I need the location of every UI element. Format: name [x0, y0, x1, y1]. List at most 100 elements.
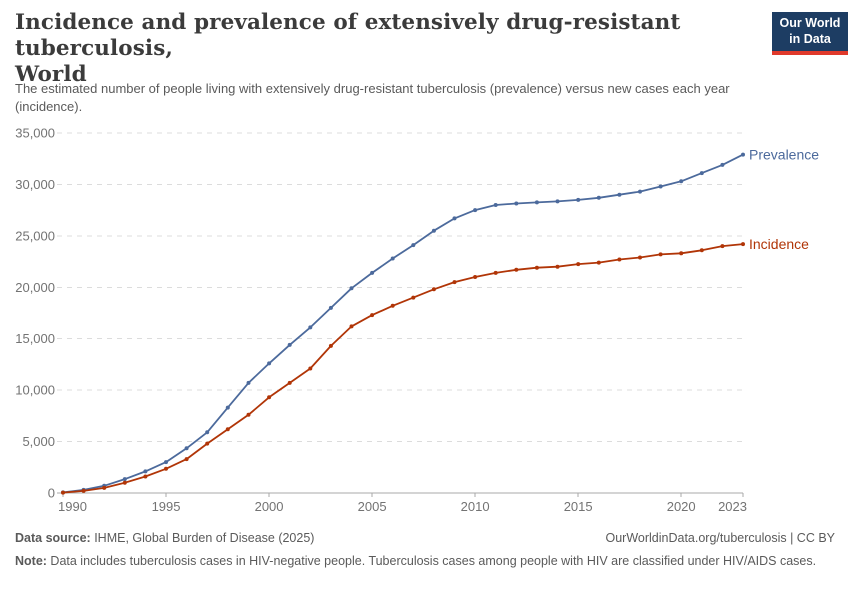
- prevalence-point: [328, 305, 333, 310]
- chart-title-line2: World: [15, 62, 87, 88]
- prevalence-point: [514, 201, 519, 206]
- prevalence-point: [493, 203, 498, 207]
- incidence-point: [514, 267, 519, 272]
- prevalence-point: [349, 286, 354, 291]
- x-axis-tick-label: 2023: [718, 499, 747, 514]
- x-axis-tick-label: 2015: [564, 499, 593, 514]
- incidence-point: [596, 260, 601, 265]
- incidence-point: [741, 242, 745, 247]
- incidence-point: [452, 280, 457, 285]
- incidence-point: [679, 251, 684, 256]
- x-axis-tick-label: 2020: [667, 499, 696, 514]
- prevalence-point: [555, 199, 560, 204]
- chart-title-line1: Incidence and prevalence of extensively …: [15, 10, 681, 62]
- prevalence-point: [370, 270, 375, 275]
- x-axis-tick-label: 2005: [358, 499, 387, 514]
- chart-note: Note: Data includes tuberculosis cases i…: [15, 553, 837, 571]
- incidence-point: [534, 265, 539, 270]
- incidence-point: [308, 366, 313, 371]
- owid-logo-line2: in Data: [789, 31, 831, 46]
- prevalence-point: [576, 197, 581, 202]
- prevalence-point: [638, 189, 642, 194]
- y-axis-tick-label: 10,000: [15, 383, 55, 398]
- incidence-point: [102, 485, 107, 490]
- incidence-point: [555, 264, 560, 269]
- incidence-point: [81, 488, 86, 493]
- incidence-point: [349, 324, 354, 329]
- prevalence-point: [431, 228, 436, 233]
- data-source-value: IHME, Global Burden of Disease (2025): [90, 531, 315, 545]
- prevalence-point: [143, 469, 148, 474]
- prevalence-point: [658, 184, 663, 189]
- owid-logo-line1: Our World: [779, 15, 841, 30]
- incidence-point: [370, 313, 375, 318]
- prevalence-line[interactable]: [62, 153, 744, 494]
- x-axis-tick-label: 2000: [255, 499, 284, 514]
- prevalence-point: [246, 380, 251, 385]
- incidence-point: [328, 343, 333, 348]
- prevalence-point: [184, 446, 189, 451]
- chart-title: Incidence and prevalence of extensively …: [15, 10, 755, 89]
- prevalence-point: [225, 405, 230, 410]
- y-axis-tick-label: 25,000: [15, 228, 55, 243]
- y-axis-tick-label: 0: [48, 486, 55, 501]
- incidence-point: [473, 275, 478, 279]
- prevalence-point: [122, 477, 127, 482]
- incidence-point: [699, 248, 704, 253]
- incidence-line[interactable]: [62, 243, 744, 494]
- prevalence-point: [390, 256, 395, 261]
- x-axis: 1990 1995 2000 2005 2010 2015 2020 2023: [57, 492, 747, 514]
- incidence-point: [493, 270, 498, 275]
- prevalence-point: [473, 208, 478, 213]
- note-label: Note:: [15, 554, 47, 568]
- incidence-point: [287, 380, 292, 385]
- x-axis-tick-label: 1990: [58, 499, 87, 514]
- prevalence-point: [596, 195, 601, 200]
- chart-footer: Data source: IHME, Global Burden of Dise…: [15, 531, 835, 545]
- prevalence-point: [287, 342, 292, 347]
- chart-canvas: 0 5,000 10,000 15,000 20,000 25,000 30,000 35,0…: [15, 126, 819, 515]
- gridlines: 0 5,000 10,000 15,000 20,000 25,000 30,000 35,0…: [15, 126, 743, 501]
- incidence-point: [617, 257, 622, 262]
- incidence-series: Incidence: [61, 236, 809, 495]
- y-axis-tick-label: 5,000: [22, 434, 55, 449]
- incidence-point: [225, 427, 230, 432]
- incidence-point: [61, 490, 65, 495]
- y-axis-tick-label: 35,000: [15, 126, 55, 141]
- incidence-point: [390, 303, 395, 308]
- incidence-point: [143, 474, 148, 479]
- prevalence-point: [205, 430, 210, 435]
- prevalence-point: [308, 325, 313, 330]
- incidence-point: [184, 457, 189, 462]
- prevalence-series: Prevalence: [61, 147, 819, 495]
- owid-logo[interactable]: Our World in Data: [772, 12, 848, 55]
- incidence-point: [720, 244, 725, 249]
- prevalence-point: [699, 171, 704, 176]
- incidence-point: [411, 295, 416, 300]
- prevalence-point: [720, 162, 725, 167]
- prevalence-point: [534, 200, 539, 205]
- data-source-text: Data source: IHME, Global Burden of Dise…: [15, 531, 314, 545]
- prevalence-point: [617, 192, 622, 197]
- prevalence-point: [452, 216, 457, 221]
- incidence-point: [638, 255, 642, 260]
- incidence-point: [164, 466, 168, 471]
- y-axis-tick-label: 30,000: [15, 177, 55, 192]
- chart-subtitle: The estimated number of people living wi…: [15, 81, 730, 114]
- incidence-point: [576, 262, 581, 267]
- x-axis-tick-label: 2010: [461, 499, 490, 514]
- prevalence-point: [267, 361, 272, 366]
- owid-url-link[interactable]: OurWorldinData.org/tuberculosis | CC BY: [605, 531, 836, 545]
- incidence-point: [122, 480, 127, 485]
- incidence-label[interactable]: Incidence: [749, 236, 809, 252]
- prevalence-point: [741, 152, 745, 157]
- y-axis-tick-label: 20,000: [15, 280, 55, 295]
- prevalence-label[interactable]: Prevalence: [749, 147, 819, 163]
- incidence-point: [658, 252, 663, 257]
- x-axis-tick-label: 1995: [152, 499, 181, 514]
- y-axis-tick-label: 15,000: [15, 331, 55, 346]
- note-value: Data includes tuberculosis cases in HIV-…: [46, 554, 817, 568]
- incidence-point: [205, 441, 210, 446]
- prevalence-point: [679, 179, 684, 184]
